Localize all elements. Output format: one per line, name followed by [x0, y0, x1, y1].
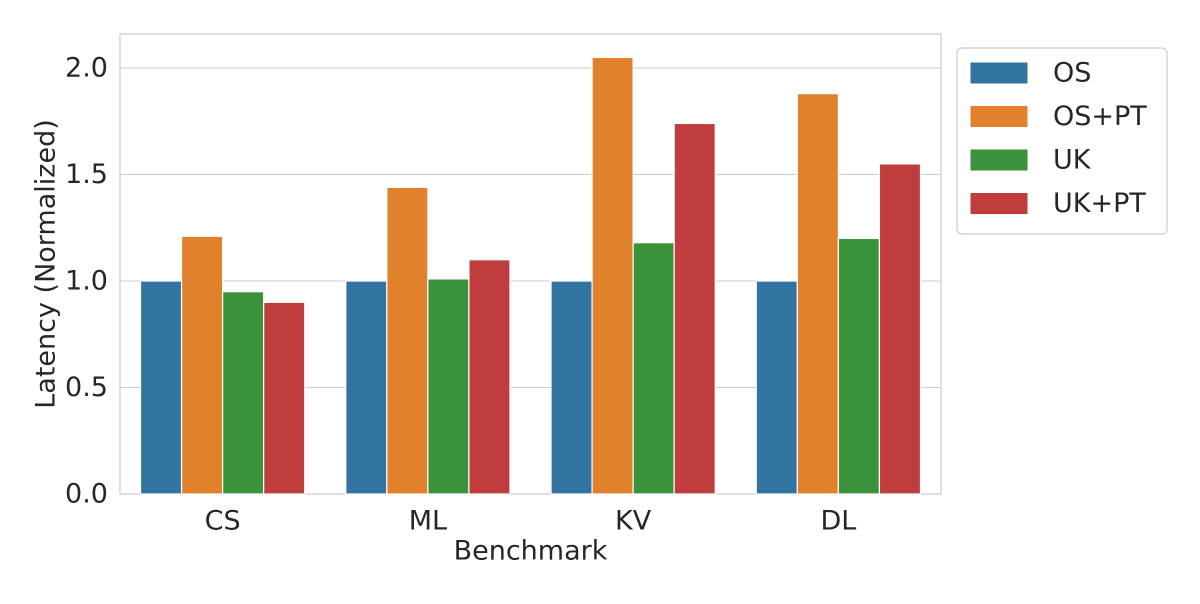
- bar-kv-uk: [632, 242, 675, 495]
- x-axis-label: Benchmark: [454, 536, 608, 567]
- y-tick-label: 1.0: [65, 266, 108, 297]
- bar-kv-os: [550, 280, 593, 495]
- legend-label: UK+PT: [1053, 188, 1146, 219]
- bar-cs-os-plus-pt: [180, 235, 224, 495]
- legend-swatch: [969, 61, 1029, 85]
- legend: OS OS+PT UK UK+PT: [956, 47, 1168, 235]
- y-tick-label: 0.0: [65, 479, 108, 510]
- legend-swatch: [969, 192, 1029, 215]
- x-tick-label: KV: [615, 506, 652, 537]
- legend-label: OS+PT: [1053, 101, 1147, 132]
- legend-frame: [956, 47, 1168, 235]
- bar-dl-uk-plus-pt: [878, 163, 922, 495]
- bar-ml-os: [345, 280, 388, 495]
- y-tick-label: 2.0: [65, 53, 108, 84]
- bar-dl-os-plus-pt: [796, 93, 839, 495]
- bars: [139, 56, 922, 495]
- bar-cs-os: [139, 280, 183, 495]
- plot-frame: [119, 33, 942, 495]
- x-tick-labels: CS ML KV DL: [205, 506, 857, 537]
- bar-dl-uk: [837, 237, 881, 495]
- y-tick-label: 1.5: [65, 159, 108, 190]
- legend-label: OS: [1053, 58, 1091, 89]
- bar-dl-os: [755, 280, 798, 495]
- bar-ml-os-plus-pt: [386, 186, 429, 495]
- legend-label: UK: [1053, 145, 1092, 176]
- bar-kv-os-plus-pt: [591, 56, 634, 495]
- bar-cs-uk: [222, 291, 265, 495]
- y-tick-label: 0.5: [65, 372, 108, 403]
- x-tick-label: ML: [409, 506, 447, 537]
- y-tick-labels: 0.0 0.5 1.0 1.5 2.0: [65, 53, 108, 510]
- x-tick-label: CS: [205, 506, 241, 537]
- legend-swatch: [969, 105, 1029, 128]
- bar-ml-uk-plus-pt: [468, 259, 511, 495]
- x-tick-label: DL: [820, 506, 856, 537]
- legend-swatch: [969, 148, 1029, 172]
- y-axis-label: Latency (Normalized): [31, 119, 62, 409]
- bar-ml-uk: [427, 278, 470, 495]
- bar-cs-uk-plus-pt: [263, 301, 306, 495]
- bar-kv-uk-plus-pt: [673, 122, 716, 495]
- legend-items: OS OS+PT UK UK+PT: [969, 58, 1147, 219]
